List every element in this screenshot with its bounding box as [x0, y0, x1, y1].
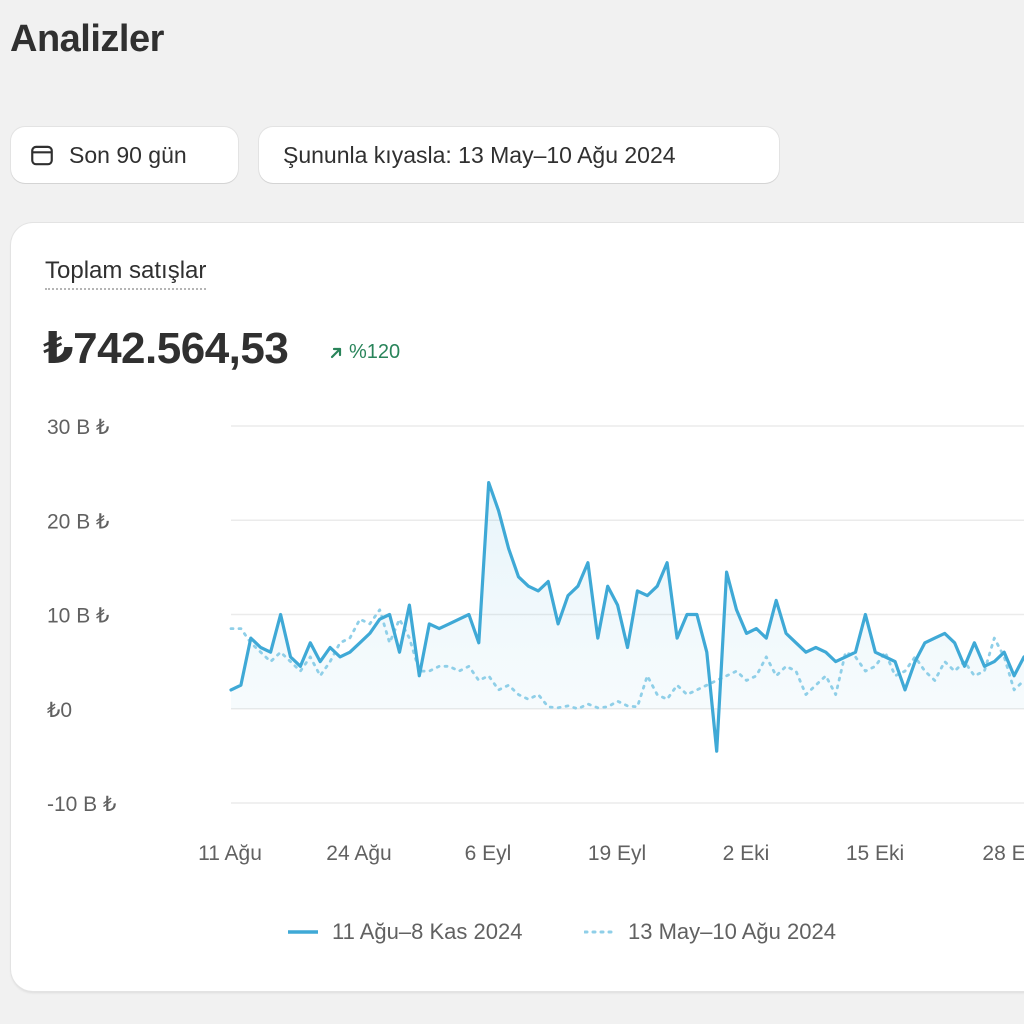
metric-value: ₺742.564,53 [43, 324, 289, 373]
x-tick-label: 11 Ağu [198, 842, 262, 865]
date-range-button[interactable]: Son 90 gün [11, 127, 238, 183]
page-title: Analizler [10, 18, 164, 60]
x-tick-label: 28 E [982, 842, 1024, 865]
compare-range-button[interactable]: Şununla kıyasla: 13 May–10 Ağu 2024 [259, 127, 779, 183]
metric-change-badge: %120 [329, 341, 413, 364]
legend-label-current: 11 Ağu–8 Kas 2024 [332, 919, 523, 944]
metric-change-value: %120 [349, 341, 401, 363]
x-tick-label: 15 Eki [846, 842, 904, 865]
y-tick-label: -10 B ₺ [47, 793, 116, 816]
total-sales-card: Toplam satışlar ₺742.564,53 %120 30 B ₺ 2… [11, 223, 1024, 991]
metric-title[interactable]: Toplam satışlar [45, 257, 207, 290]
sales-line-chart: 30 B ₺ 20 B ₺ 10 B ₺ ₺0 -10 B ₺ 11 Ağu 24 Ağu 6… [47, 416, 1024, 865]
x-tick-label: 19 Eyl [588, 842, 646, 865]
compare-range-label: Şununla kıyasla: 13 May–10 Ağu 2024 [283, 141, 676, 168]
y-tick-label: 30 B ₺ [47, 416, 109, 439]
arrow-up-right-icon [330, 347, 342, 358]
legend-label-comparison: 13 May–10 Ağu 2024 [628, 919, 836, 944]
series-area-current [231, 482, 1024, 752]
legend-item-comparison[interactable]: 13 May–10 Ağu 2024 [584, 919, 836, 945]
x-tick-label: 2 Eki [723, 842, 770, 865]
y-tick-label: 20 B ₺ [47, 510, 109, 533]
series-line-comparison [229, 608, 1024, 711]
legend-swatch-dotted [584, 930, 614, 934]
legend-swatch-solid [288, 930, 318, 934]
y-tick-label: ₺0 [47, 699, 72, 722]
legend-item-current[interactable]: 11 Ağu–8 Kas 2024 [288, 919, 522, 945]
y-tick-label: 10 B ₺ [47, 605, 109, 628]
x-tick-label: 24 Ağu [326, 842, 391, 865]
x-tick-label: 6 Eyl [465, 842, 512, 865]
series-line-current [229, 481, 1024, 753]
date-range-label: Son 90 gün [69, 141, 187, 168]
calendar-icon [31, 145, 53, 166]
